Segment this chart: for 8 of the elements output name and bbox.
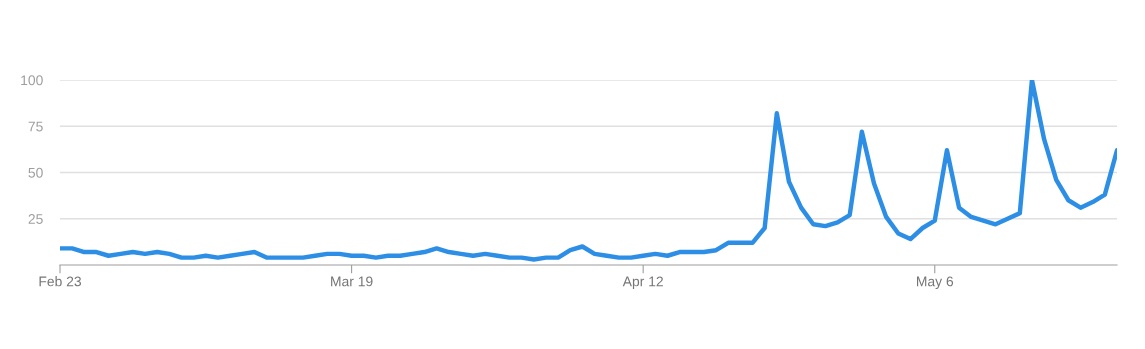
y-tick-label: 25: [28, 214, 43, 224]
x-tick-label: Apr 12: [622, 276, 663, 290]
y-tick-label: 75: [28, 121, 43, 132]
x-tick-label: May 6: [916, 276, 954, 290]
y-tick-label: 100: [21, 75, 43, 86]
x-tick-label: Feb 23: [39, 276, 82, 287]
x-tick-label: Mar 19: [331, 276, 373, 287]
y-tick-label: 50: [28, 167, 43, 178]
